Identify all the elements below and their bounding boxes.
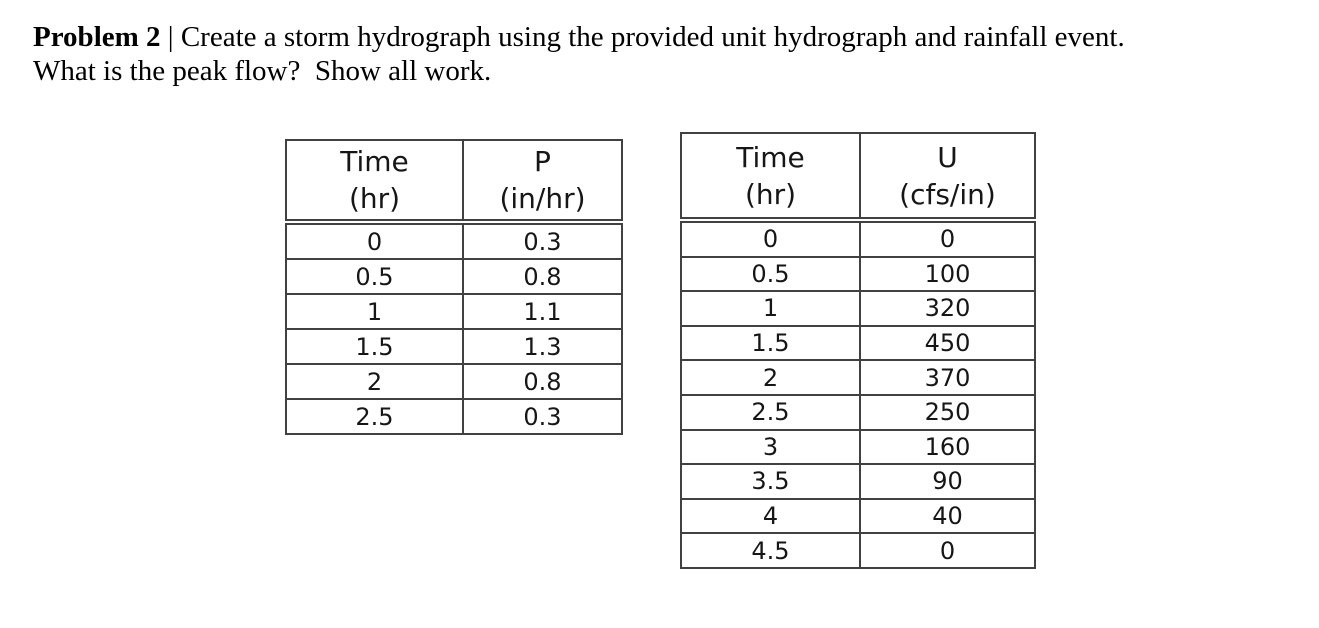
problem-statement-line1: Problem 2 | Create a storm hydrograph us… bbox=[33, 20, 1125, 54]
table-row: 0 0.3 bbox=[285, 221, 623, 260]
unit-header-u-unit: (cfs/in) bbox=[899, 177, 996, 211]
unit-u-cell: 90 bbox=[859, 463, 1036, 500]
unit-hydrograph-table: Time (hr) U (cfs/in) 0 0 0.5 100 1 320 bbox=[680, 132, 1036, 569]
unit-table-body: 0 0 0.5 100 1 320 1.5 450 2 370 2.5 250 bbox=[680, 219, 1036, 569]
table-row: 3.5 90 bbox=[680, 463, 1036, 500]
table-row: 0.5 0.8 bbox=[285, 258, 623, 295]
unit-header-u-name: U bbox=[937, 140, 958, 174]
unit-u-cell: 40 bbox=[859, 497, 1036, 535]
unit-time-cell: 1.5 bbox=[680, 324, 861, 362]
rainfall-p-cell: 1.3 bbox=[462, 328, 623, 365]
problem-label: Problem 2 bbox=[33, 21, 161, 53]
rainfall-time-cell: 1 bbox=[285, 293, 464, 330]
unit-u-cell: 0 bbox=[859, 532, 1036, 569]
table-row: 2 370 bbox=[680, 359, 1036, 396]
unit-time-cell: 2.5 bbox=[680, 393, 861, 431]
table-row: 0.5 100 bbox=[680, 255, 1036, 293]
problem-statement: Problem 2 | Create a storm hydrograph us… bbox=[33, 20, 1125, 88]
rainfall-header-p-unit: (in/hr) bbox=[499, 182, 586, 215]
unit-u-cell: 250 bbox=[859, 393, 1036, 431]
table-row: 1.5 450 bbox=[680, 324, 1036, 362]
unit-time-cell: 2 bbox=[680, 359, 861, 396]
table-row: 3 160 bbox=[680, 428, 1036, 466]
unit-time-cell: 4 bbox=[680, 497, 861, 535]
rainfall-p-cell: 0.8 bbox=[462, 363, 623, 400]
unit-header-u: U (cfs/in) bbox=[859, 132, 1036, 223]
rainfall-p-cell: 0.3 bbox=[462, 221, 623, 260]
unit-time-cell: 0.5 bbox=[680, 255, 861, 293]
rainfall-header-row: Time (hr) P (in/hr) bbox=[285, 139, 623, 225]
unit-header-row: Time (hr) U (cfs/in) bbox=[680, 132, 1036, 223]
unit-table-header: Time (hr) U (cfs/in) bbox=[680, 132, 1036, 223]
table-row: 4.5 0 bbox=[680, 532, 1036, 569]
rainfall-time-cell: 2.5 bbox=[285, 398, 464, 435]
unit-time-cell: 3 bbox=[680, 428, 861, 466]
table-row: 1 320 bbox=[680, 290, 1036, 327]
unit-u-cell: 160 bbox=[859, 428, 1036, 466]
rainfall-p-cell: 1.1 bbox=[462, 293, 623, 330]
unit-u-cell: 450 bbox=[859, 324, 1036, 362]
unit-header-time-unit: (hr) bbox=[744, 177, 797, 211]
unit-time-cell: 1 bbox=[680, 290, 861, 327]
table-row: 2.5 250 bbox=[680, 393, 1036, 431]
table-row: 2 0.8 bbox=[285, 363, 623, 400]
table-row: 4 40 bbox=[680, 497, 1036, 535]
rainfall-header-p: P (in/hr) bbox=[462, 139, 623, 225]
rainfall-table: Time (hr) P (in/hr) 0 0.3 0.5 0.8 1 1.1 bbox=[285, 139, 623, 435]
unit-time-cell: 0 bbox=[680, 219, 861, 258]
problem-separator: | bbox=[167, 21, 174, 53]
rainfall-time-cell: 0 bbox=[285, 221, 464, 260]
table-row: 1.5 1.3 bbox=[285, 328, 623, 365]
unit-u-cell: 0 bbox=[859, 219, 1036, 258]
unit-time-cell: 4.5 bbox=[680, 532, 861, 569]
table-row: 0 0 bbox=[680, 219, 1036, 258]
rainfall-header-time: Time (hr) bbox=[285, 139, 464, 225]
rainfall-p-cell: 0.3 bbox=[462, 398, 623, 435]
rainfall-p-cell: 0.8 bbox=[462, 258, 623, 295]
rainfall-table-body: 0 0.3 0.5 0.8 1 1.1 1.5 1.3 2 0.8 2.5 0.… bbox=[285, 221, 623, 435]
rainfall-header-p-name: P bbox=[534, 145, 551, 178]
rainfall-table-header: Time (hr) P (in/hr) bbox=[285, 139, 623, 225]
rainfall-header-time-unit: (hr) bbox=[348, 182, 401, 215]
rainfall-time-cell: 0.5 bbox=[285, 258, 464, 295]
unit-header-time: Time (hr) bbox=[680, 132, 861, 223]
unit-time-cell: 3.5 bbox=[680, 463, 861, 500]
rainfall-time-cell: 1.5 bbox=[285, 328, 464, 365]
problem-text-line2: What is the peak flow? Show all work. bbox=[33, 55, 492, 87]
rainfall-header-time-name: Time bbox=[340, 145, 409, 178]
rainfall-time-cell: 2 bbox=[285, 363, 464, 400]
table-row: 2.5 0.3 bbox=[285, 398, 623, 435]
unit-u-cell: 370 bbox=[859, 359, 1036, 396]
unit-header-time-name: Time bbox=[736, 140, 805, 174]
table-row: 1 1.1 bbox=[285, 293, 623, 330]
problem-text-line1: Create a storm hydrograph using the prov… bbox=[180, 21, 1125, 53]
unit-u-cell: 320 bbox=[859, 290, 1036, 327]
unit-u-cell: 100 bbox=[859, 255, 1036, 293]
